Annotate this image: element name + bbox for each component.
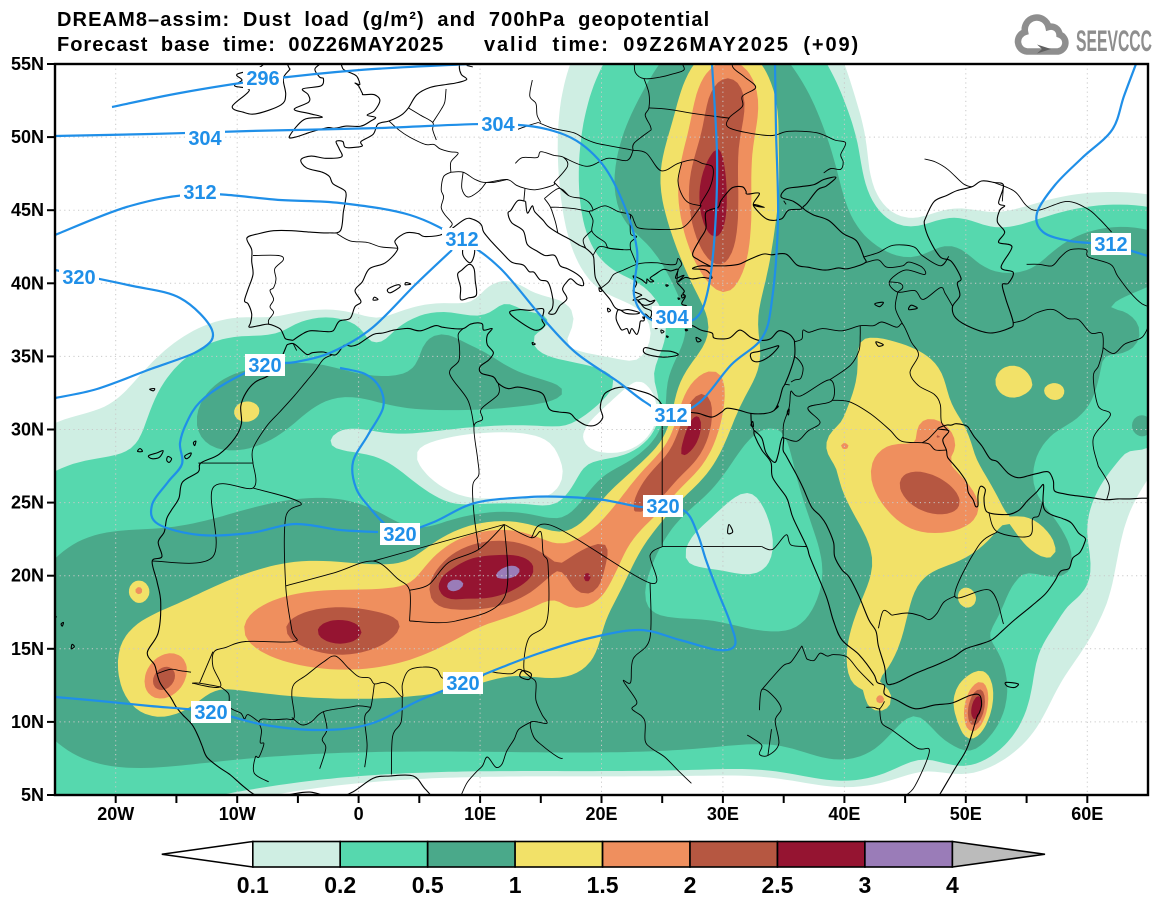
svg-text:1: 1 bbox=[509, 872, 522, 898]
svg-text:2: 2 bbox=[684, 872, 697, 898]
svg-text:60E: 60E bbox=[1071, 804, 1103, 824]
svg-text:312: 312 bbox=[1094, 234, 1127, 256]
svg-text:30E: 30E bbox=[707, 804, 739, 824]
svg-text:45N: 45N bbox=[11, 200, 44, 220]
svg-text:20W: 20W bbox=[97, 804, 134, 824]
svg-text:SEEVCCC: SEEVCCC bbox=[1076, 25, 1152, 58]
svg-text:1.5: 1.5 bbox=[587, 872, 619, 898]
svg-text:2.5: 2.5 bbox=[762, 872, 794, 898]
svg-text:50E: 50E bbox=[950, 804, 982, 824]
svg-text:10N: 10N bbox=[11, 712, 44, 732]
svg-text:30N: 30N bbox=[11, 420, 44, 440]
svg-text:25N: 25N bbox=[11, 493, 44, 513]
svg-text:3: 3 bbox=[859, 872, 872, 898]
svg-text:320: 320 bbox=[194, 702, 227, 724]
svg-text:304: 304 bbox=[481, 114, 515, 136]
svg-text:10W: 10W bbox=[219, 804, 256, 824]
svg-text:55N: 55N bbox=[11, 54, 44, 74]
svg-text:50N: 50N bbox=[11, 127, 44, 147]
svg-text:10E: 10E bbox=[464, 804, 496, 824]
svg-text:296: 296 bbox=[246, 68, 279, 90]
svg-text:312: 312 bbox=[654, 405, 687, 427]
svg-text:0.5: 0.5 bbox=[412, 872, 444, 898]
svg-text:DREAM8–assim: Dust load (g/m²): DREAM8–assim: Dust load (g/m²) and 700hP… bbox=[57, 9, 710, 31]
svg-text:valid time: 09Z26MAY2025 (+09): valid time: 09Z26MAY2025 (+09) bbox=[484, 34, 860, 56]
svg-text:40E: 40E bbox=[828, 804, 860, 824]
svg-text:312: 312 bbox=[445, 229, 478, 251]
svg-text:20N: 20N bbox=[11, 566, 44, 586]
svg-text:0.2: 0.2 bbox=[324, 872, 356, 898]
svg-text:0.1: 0.1 bbox=[237, 872, 269, 898]
svg-text:312: 312 bbox=[183, 182, 216, 204]
svg-text:304: 304 bbox=[188, 128, 222, 150]
svg-text:304: 304 bbox=[655, 307, 689, 329]
svg-text:4: 4 bbox=[946, 872, 959, 898]
svg-text:5N: 5N bbox=[21, 785, 44, 805]
svg-text:320: 320 bbox=[248, 355, 281, 377]
svg-text:320: 320 bbox=[646, 496, 679, 518]
svg-text:320: 320 bbox=[446, 673, 479, 695]
svg-text:320: 320 bbox=[383, 524, 416, 546]
svg-text:15N: 15N bbox=[11, 639, 44, 659]
svg-text:20E: 20E bbox=[585, 804, 617, 824]
svg-text:0: 0 bbox=[354, 804, 364, 824]
svg-text:40N: 40N bbox=[11, 273, 44, 293]
svg-text:320: 320 bbox=[62, 267, 95, 289]
svg-text:35N: 35N bbox=[11, 346, 44, 366]
svg-text:Forecast base time: 00Z26MAY20: Forecast base time: 00Z26MAY2025 bbox=[57, 34, 444, 56]
